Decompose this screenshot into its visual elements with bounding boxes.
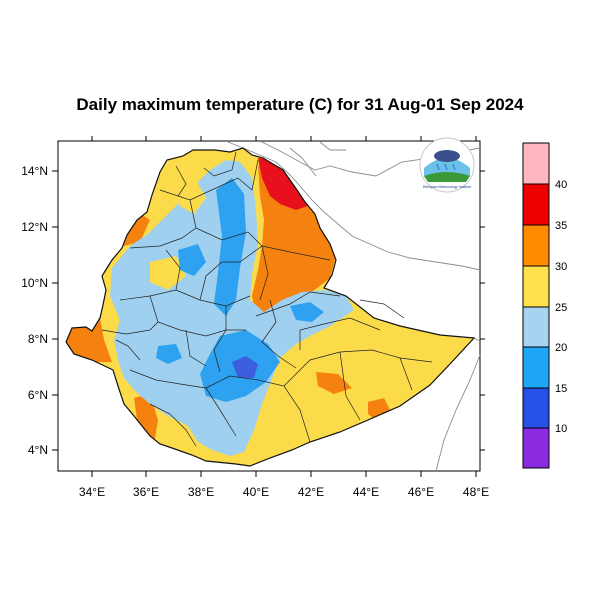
zone-30-35-northwest xyxy=(120,212,150,246)
x-axis: 34°E 36°E 38°E 40°E 42°E 44°E 46°E 48°E xyxy=(79,136,489,499)
logo-hills xyxy=(424,172,470,182)
admin-boundaries xyxy=(101,151,433,447)
y-tick-label: 12°N xyxy=(21,220,48,234)
legend-label: 30 xyxy=(555,261,567,273)
legend-swatch-35-40 xyxy=(523,184,549,225)
legend-label: 35 xyxy=(555,220,567,232)
y-tick-label: 8°N xyxy=(28,332,48,346)
legend-swatch-below-10 xyxy=(523,428,549,468)
zone-15-20-rift xyxy=(214,178,246,316)
legend-swatch-30-35 xyxy=(523,225,549,266)
color-legend: 40 35 30 25 20 15 10 xyxy=(522,142,567,469)
y-tick-label: 4°N xyxy=(28,443,48,457)
zone-15-20-southwest xyxy=(156,344,182,364)
zone-15-20-west xyxy=(178,244,206,276)
logo-caption: Ethiopian Meteorology Institute xyxy=(423,185,471,189)
legend-swatch-25-30 xyxy=(523,266,549,307)
zone-35-40 xyxy=(258,158,308,210)
y-tick-label: 14°N xyxy=(21,164,48,178)
legend-label: 40 xyxy=(555,179,567,191)
y-tick-label: 10°N xyxy=(21,276,48,290)
legend-swatch-15-20 xyxy=(523,347,549,388)
zone-15-20-east xyxy=(290,302,324,322)
x-tick-label: 38°E xyxy=(188,485,214,499)
zone-25-30-pocket-north xyxy=(176,180,206,214)
x-tick-label: 48°E xyxy=(463,485,489,499)
cloud-icon xyxy=(434,150,460,162)
x-tick-label: 42°E xyxy=(298,485,324,499)
legend-swatch-above-40 xyxy=(523,143,549,184)
zone-20-25 xyxy=(110,160,354,456)
legend-label: 20 xyxy=(555,342,567,354)
legend-swatch-20-25 xyxy=(523,307,549,347)
zone-30-35-afar xyxy=(252,165,336,316)
country-outline xyxy=(65,147,476,467)
x-tick-label: 40°E xyxy=(243,485,269,499)
legend-label: 25 xyxy=(555,302,567,314)
zone-10-15 xyxy=(232,356,258,378)
x-tick-label: 46°E xyxy=(408,485,434,499)
legend-swatch-10-15 xyxy=(523,388,549,428)
x-tick-label: 36°E xyxy=(133,485,159,499)
zone-30-35-west xyxy=(66,318,112,362)
x-tick-label: 44°E xyxy=(353,485,379,499)
y-tick-label: 6°N xyxy=(28,388,48,402)
map-title: Daily maximum temperature (C) for 31 Aug… xyxy=(76,95,524,114)
x-tick-label: 34°E xyxy=(79,485,105,499)
zone-30-35-south xyxy=(316,372,352,394)
institute-logo: Ethiopian Meteorology Institute xyxy=(419,137,475,193)
y-axis: 14°N 12°N 10°N 8°N 6°N 4°N xyxy=(21,164,485,457)
legend-label: 15 xyxy=(555,383,567,395)
legend-label: 10 xyxy=(555,423,567,435)
rain-icon xyxy=(436,163,456,171)
logo-sky xyxy=(424,158,470,176)
